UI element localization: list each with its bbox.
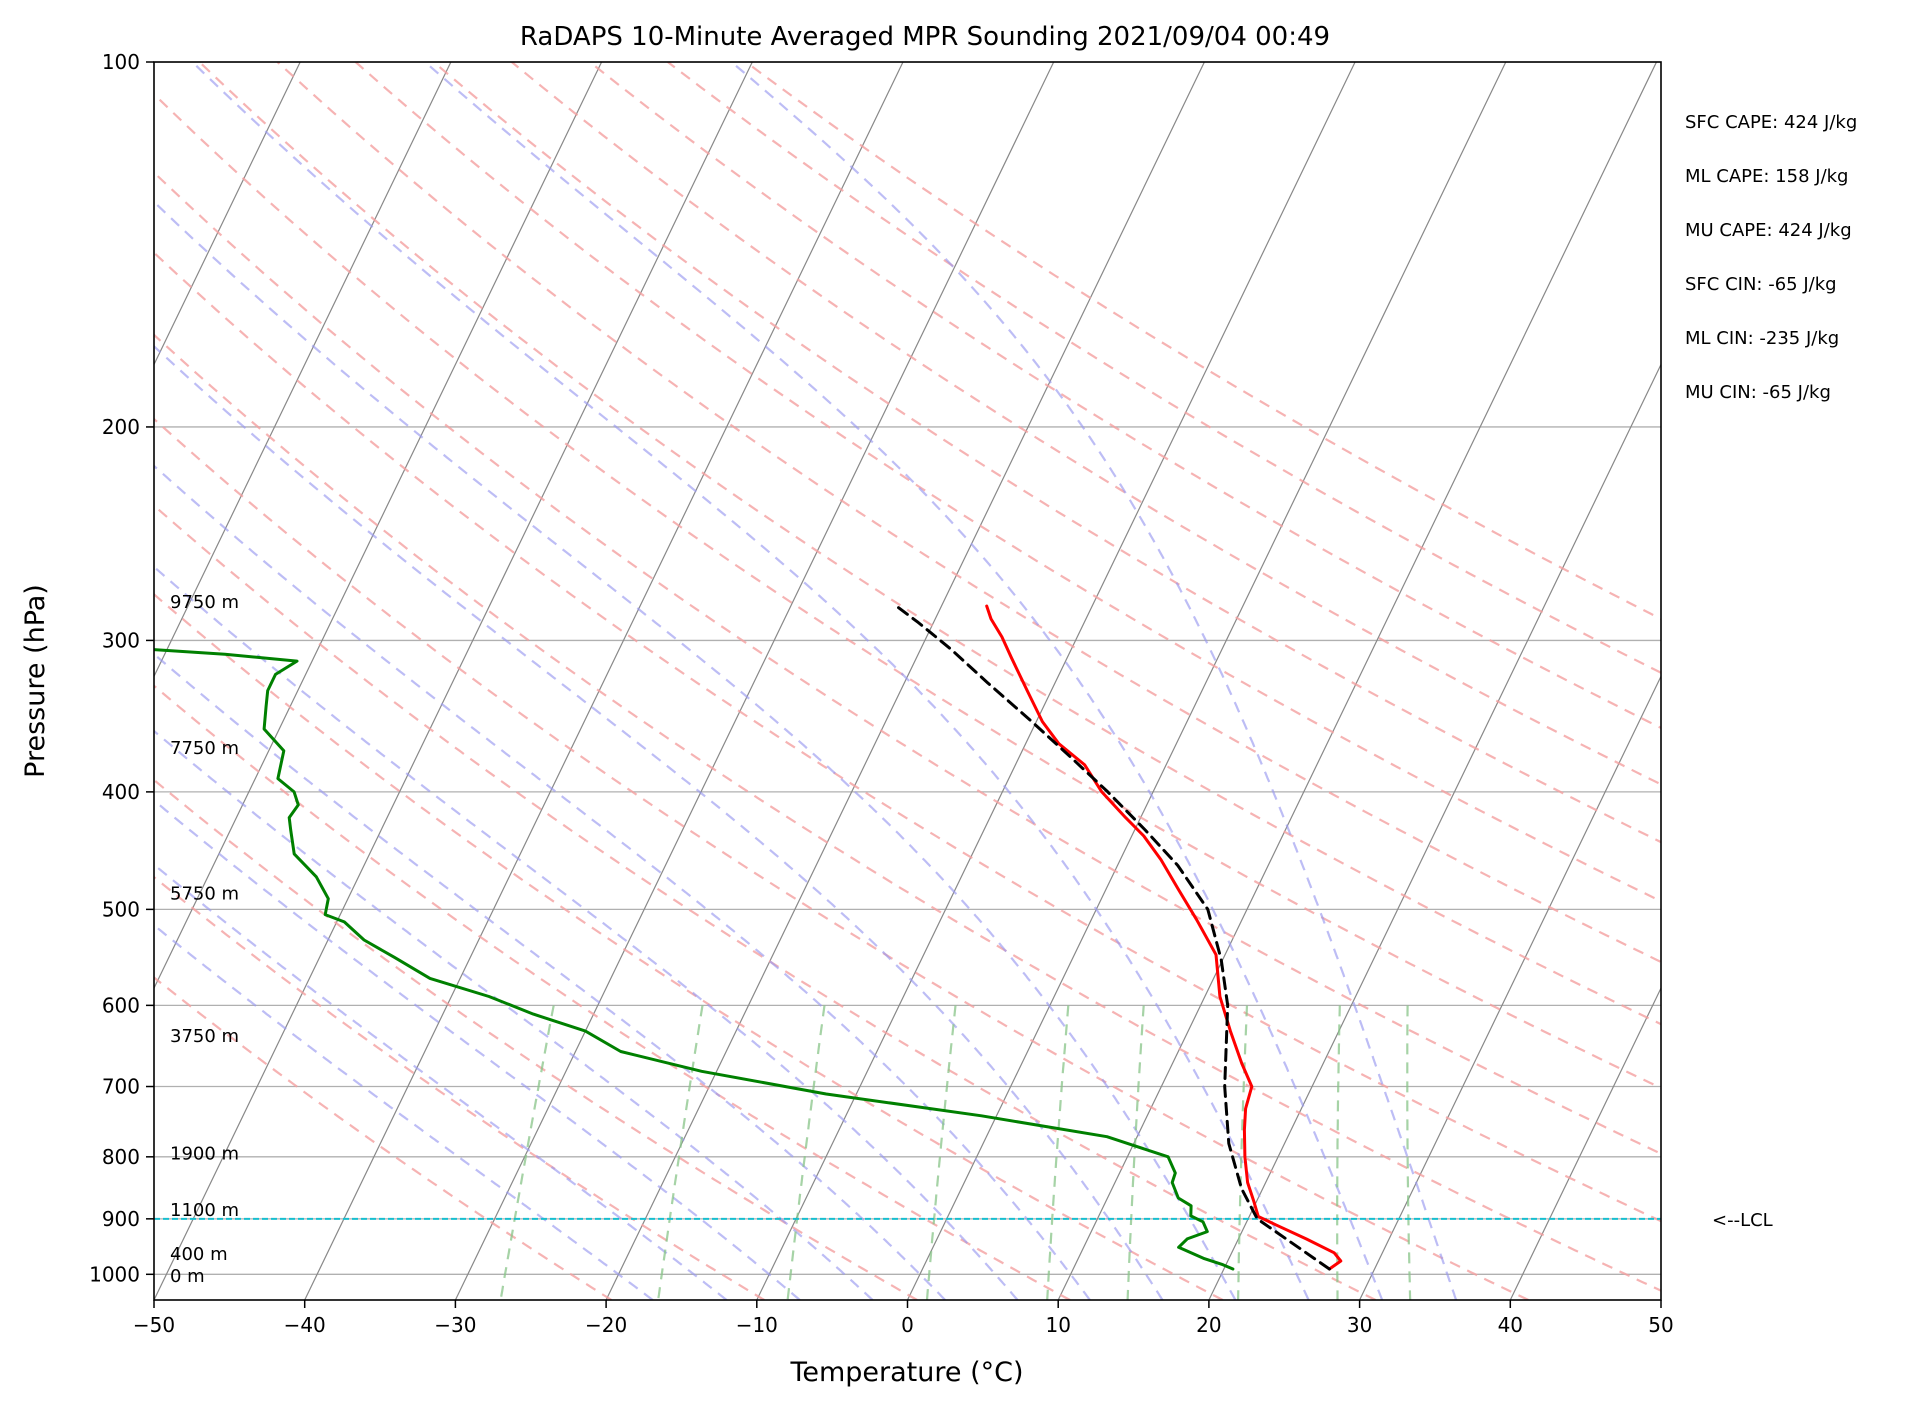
- isotherm-line: [605, 62, 1205, 1300]
- dry-adiabat-line: [745, 62, 1661, 621]
- isotherm-line: [1509, 986, 1661, 1300]
- height-label: 400 m: [170, 1244, 228, 1265]
- moist-adiabat-line: [154, 565, 1019, 1300]
- height-label: 1900 m: [170, 1144, 239, 1165]
- moist-adiabat-line: [154, 863, 728, 1300]
- moist-adiabat-line: [191, 62, 1310, 1300]
- y-tick-label: 400: [102, 780, 140, 804]
- y-tick-label: 500: [102, 897, 140, 921]
- y-tick-label: 700: [102, 1075, 140, 1099]
- lcl-marker: <--LCL: [1712, 1210, 1773, 1231]
- reference-lines: [154, 62, 1661, 1300]
- y-axis-label: Pressure (hPa): [20, 584, 51, 778]
- chart-title: RaDAPS 10-Minute Averaged MPR Sounding 2…: [520, 22, 1330, 52]
- mixing-ratio-line: [786, 1005, 826, 1300]
- mixing-ratio-line: [925, 1005, 957, 1300]
- index-label: SFC CIN: -65 J/kg: [1685, 274, 1837, 295]
- x-tick-label: 10: [1045, 1313, 1070, 1337]
- dry-adiabat-line: [154, 778, 918, 1300]
- x-tick-label: 20: [1196, 1313, 1221, 1337]
- x-axis-ticks: −50 −40 −30 −20 −10 0 10 20 30 40 50: [133, 1300, 1674, 1337]
- mixing-ratio-line: [1336, 1005, 1341, 1300]
- isotherm-line: [1359, 674, 1661, 1300]
- dry-adiabat-line: [154, 684, 1071, 1300]
- background-grid: [154, 62, 1661, 1300]
- height-label: 9750 m: [170, 592, 239, 613]
- y-tick-label: 600: [102, 993, 140, 1017]
- isotherm-line: [1208, 363, 1661, 1300]
- mixing-ratio-line: [1046, 1005, 1070, 1300]
- isotherm-line: [1057, 62, 1658, 1300]
- dewpoint-profile-line: [154, 648, 1235, 1271]
- dry-adiabat-line: [154, 875, 765, 1300]
- y-tick-label: 100: [102, 50, 140, 74]
- x-tick-label: 50: [1648, 1313, 1673, 1337]
- isotherm-line: [154, 62, 301, 366]
- height-labels: 9750 m 7750 m 5750 m 3750 m 1900 m 1100 m 400 …: [170, 592, 239, 1287]
- dry-adiabat-line: [154, 417, 1529, 1300]
- height-label: 0 m: [170, 1266, 205, 1287]
- isotherm-line: [154, 62, 603, 990]
- mixing-ratio-line: [499, 1005, 555, 1300]
- index-label: SFC CAPE: 424 J/kg: [1685, 112, 1857, 133]
- height-label: 3750 m: [170, 1026, 239, 1047]
- y-tick-label: 300: [102, 628, 140, 652]
- x-tick-label: 40: [1498, 1313, 1523, 1337]
- height-label: 1100 m: [170, 1200, 239, 1221]
- index-label: ML CAPE: 158 J/kg: [1685, 166, 1848, 187]
- x-tick-label: −40: [284, 1313, 326, 1337]
- y-tick-label: 900: [102, 1207, 140, 1231]
- isotherm-line: [154, 62, 753, 1300]
- dry-adiabat-line: [154, 504, 1377, 1300]
- lcl-label: <--LCL: [1712, 1210, 1773, 1231]
- dry-adiabat-line: [154, 976, 613, 1300]
- y-tick-label: 200: [102, 415, 140, 439]
- parcel-profile-line: [894, 604, 1331, 1271]
- dry-adiabat-line: [154, 251, 1661, 1223]
- isotherm-line: [906, 62, 1507, 1300]
- y-tick-label: 1000: [89, 1262, 140, 1286]
- moist-adiabat-line: [154, 200, 1237, 1300]
- isotherm-line: [756, 62, 1356, 1300]
- temperature-profile-line: [985, 604, 1343, 1271]
- index-label: ML CIN: -235 J/kg: [1685, 328, 1839, 349]
- dry-adiabat-line: [154, 592, 1224, 1300]
- x-tick-label: 30: [1347, 1313, 1372, 1337]
- x-axis-label: Temperature (°C): [789, 1357, 1023, 1388]
- moist-adiabat-line: [154, 464, 1091, 1300]
- isotherm-line: [454, 62, 1055, 1300]
- x-tick-label: 0: [901, 1313, 914, 1337]
- moist-adiabat-line: [424, 62, 1384, 1300]
- dry-adiabat-line: [154, 333, 1661, 1292]
- x-tick-label: −10: [736, 1313, 778, 1337]
- mixing-ratio-line: [657, 1005, 704, 1300]
- isotherm-line: [154, 62, 452, 678]
- index-label: MU CIN: -65 J/kg: [1685, 382, 1831, 403]
- y-axis-ticks: 100 200 300 400 500 600 700 800 900 1000: [89, 50, 154, 1286]
- x-tick-label: −20: [585, 1313, 627, 1337]
- mixing-ratio-line: [1406, 1005, 1412, 1300]
- dry-adiabat-line: [154, 170, 1661, 1155]
- height-label: 7750 m: [170, 738, 239, 759]
- moist-adiabat-line: [154, 799, 801, 1300]
- y-tick-label: 800: [102, 1145, 140, 1169]
- dry-adiabat-line: [432, 62, 1661, 844]
- mixing-ratio-line: [1126, 1005, 1145, 1300]
- x-tick-label: −50: [133, 1313, 175, 1337]
- profile-series: [154, 604, 1343, 1271]
- stability-indices: SFC CAPE: 424 J/kg ML CAPE: 158 J/kg MU CA…: [1685, 112, 1857, 403]
- dry-adiabat-line: [154, 92, 1661, 1090]
- dry-adiabat-line: [589, 62, 1661, 730]
- isotherm-line: [304, 62, 904, 1300]
- index-label: MU CAPE: 424 J/kg: [1685, 220, 1852, 241]
- moist-adiabat-line: [154, 652, 946, 1300]
- moist-adiabat-line: [154, 344, 1164, 1300]
- height-label: 5750 m: [170, 883, 239, 904]
- x-tick-label: −30: [434, 1313, 476, 1337]
- dry-adiabat-line: [198, 62, 1661, 1026]
